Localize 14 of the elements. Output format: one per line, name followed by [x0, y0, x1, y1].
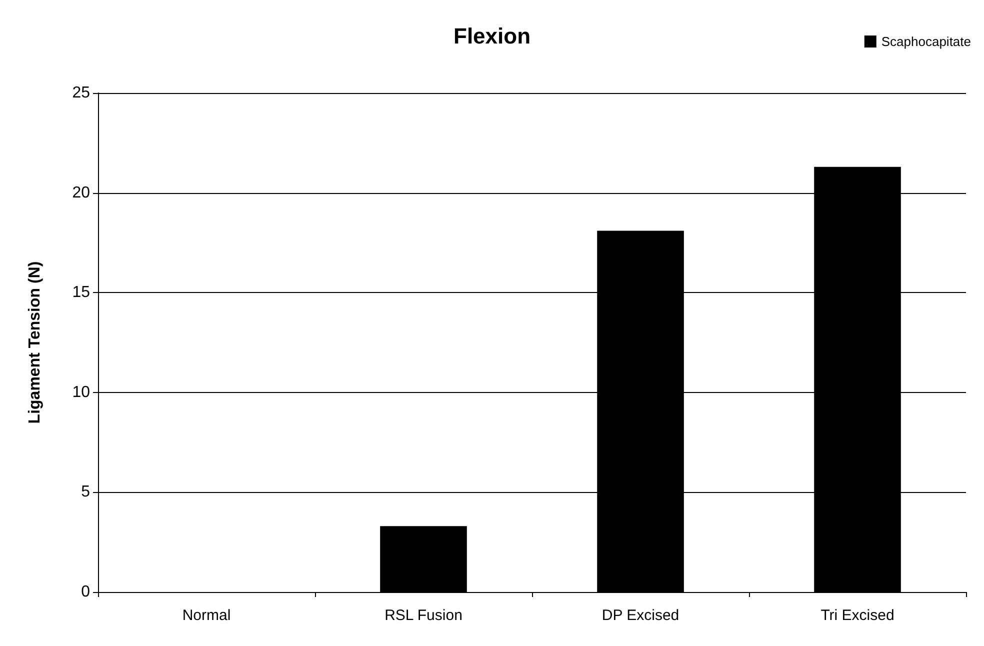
- y-axis-title: Ligament Tension (N): [26, 261, 44, 424]
- y-tick-label: 5: [81, 484, 90, 501]
- x-tick-label: Normal: [182, 607, 231, 624]
- y-tick-label: 10: [72, 384, 90, 401]
- y-tick-label: 0: [81, 584, 90, 600]
- bar: [380, 526, 467, 592]
- y-tick-label: 20: [72, 184, 90, 202]
- chart-title: Flexion: [453, 24, 531, 48]
- x-tick-label: RSL Fusion: [384, 607, 462, 624]
- y-tick-label: 15: [72, 284, 90, 302]
- y-tick-label: 25: [72, 84, 90, 102]
- x-tick-label: DP Excised: [602, 607, 680, 624]
- x-tick-label: Tri Excised: [820, 607, 894, 624]
- legend-label: Scaphocapitate: [881, 34, 971, 49]
